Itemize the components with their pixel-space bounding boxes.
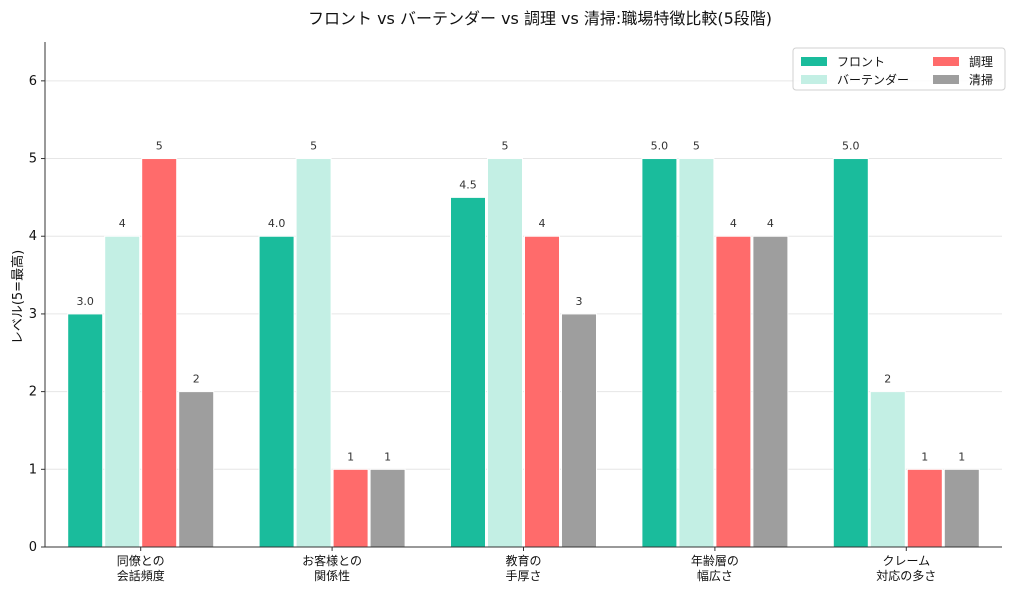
bar-value-label: 1 bbox=[958, 450, 965, 463]
bar bbox=[369, 468, 406, 548]
bar-value-label: 4 bbox=[730, 217, 737, 230]
x-tick-label: 年齢層の bbox=[691, 553, 739, 568]
bar-value-label: 5.0 bbox=[651, 140, 669, 153]
bar bbox=[641, 158, 678, 548]
bar-value-label: 3 bbox=[576, 295, 583, 308]
y-tick-label: 6 bbox=[29, 74, 37, 89]
bar-value-label: 5 bbox=[310, 140, 317, 153]
legend-swatch bbox=[933, 57, 959, 66]
data-labels: 3.0 4.0 4.5 5.0 5.0 4 5 5 5 2 5 1 4 4 1 2 1 3 4 1 bbox=[76, 140, 965, 464]
legend-label: フロント bbox=[837, 55, 885, 69]
bar-value-label: 1 bbox=[921, 450, 928, 463]
y-tick-label: 5 bbox=[29, 152, 37, 167]
bar-value-label: 1 bbox=[384, 450, 391, 463]
bar bbox=[258, 235, 295, 548]
bar-value-label: 1 bbox=[347, 450, 354, 463]
bar-value-label: 4 bbox=[767, 217, 774, 230]
x-tick-label: 同僚との bbox=[117, 553, 165, 568]
x-tick-label: 関係性 bbox=[314, 569, 350, 583]
bar bbox=[561, 313, 597, 548]
bar bbox=[332, 468, 369, 548]
bar-value-label: 5 bbox=[693, 140, 700, 153]
y-ticks: 0 1 2 3 4 5 6 bbox=[29, 74, 45, 555]
bar bbox=[295, 158, 332, 548]
bar bbox=[487, 158, 523, 548]
bar bbox=[104, 235, 141, 548]
x-tick-label: 手厚さ bbox=[505, 569, 541, 583]
bar-value-label: 4.0 bbox=[268, 217, 286, 230]
bar bbox=[906, 468, 943, 548]
bar bbox=[832, 158, 869, 548]
bar-value-label: 4 bbox=[119, 217, 126, 230]
x-tick-label: 対応の多さ bbox=[876, 569, 936, 583]
y-tick-label: 2 bbox=[29, 385, 37, 400]
legend-label: 清掃 bbox=[969, 72, 993, 87]
x-tick-label: クレーム bbox=[882, 554, 930, 568]
bar-value-label: 3.0 bbox=[76, 295, 94, 308]
bar bbox=[141, 158, 178, 548]
x-tick-label: 会話頻度 bbox=[117, 568, 165, 583]
legend-label: バーテンダー bbox=[837, 72, 909, 87]
bar-value-label: 2 bbox=[193, 373, 200, 386]
bar bbox=[715, 235, 752, 548]
bar bbox=[524, 235, 560, 548]
bar-value-label: 5.0 bbox=[842, 140, 860, 153]
bar-value-label: 5 bbox=[156, 140, 163, 153]
y-tick-label: 4 bbox=[29, 229, 37, 244]
bar-value-label: 5 bbox=[502, 140, 509, 153]
legend-swatch bbox=[801, 57, 827, 66]
y-axis-label: レベル(5=最高) bbox=[10, 250, 26, 344]
legend-swatch bbox=[933, 75, 959, 84]
x-tick-label: お客様との bbox=[302, 553, 362, 568]
bar bbox=[450, 196, 486, 548]
bars bbox=[67, 158, 980, 548]
chart-title: フロント vs バーテンダー vs 調理 vs 清掃:職場特徴比較(5段階) bbox=[308, 9, 772, 28]
bar-value-label: 4 bbox=[539, 217, 546, 230]
legend-label: 調理 bbox=[969, 55, 993, 69]
legend-swatch bbox=[801, 75, 827, 84]
y-tick-label: 3 bbox=[29, 307, 37, 322]
bar bbox=[67, 313, 104, 548]
bar bbox=[678, 158, 715, 548]
bar-value-label: 2 bbox=[884, 373, 891, 386]
y-tick-label: 1 bbox=[29, 462, 37, 477]
bar bbox=[943, 468, 980, 548]
bar-value-label: 4.5 bbox=[459, 178, 477, 191]
y-tick-label: 0 bbox=[29, 540, 37, 555]
x-tick-label: 教育の bbox=[505, 553, 541, 568]
x-tick-label: 幅広さ bbox=[697, 568, 733, 583]
bar bbox=[869, 391, 906, 548]
bar bbox=[752, 235, 789, 548]
bar bbox=[178, 391, 215, 548]
